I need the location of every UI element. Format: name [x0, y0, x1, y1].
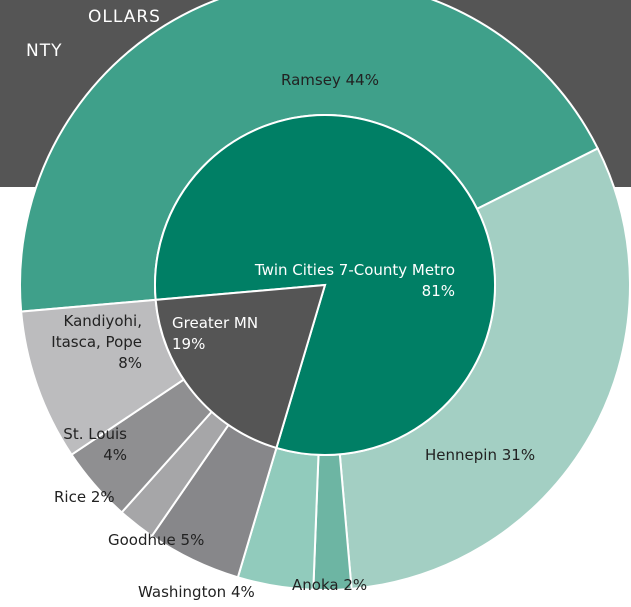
inner-segment	[154, 283, 327, 450]
segment-value: 8%	[118, 354, 142, 372]
segment-name: Goodhue	[108, 531, 176, 549]
segment-name: Ramsey	[281, 71, 341, 89]
segment-name: Anoka	[292, 576, 339, 594]
segment-value: 2%	[90, 488, 115, 506]
segment-name: Kandiyohi, Itasca, Pope	[51, 312, 142, 351]
segment-value: 5%	[180, 531, 205, 549]
segment-name: St. Louis	[63, 425, 127, 443]
segment-label: Twin Cities 7-County Metro 81%	[185, 260, 455, 302]
segment-label: Goodhue 5%	[108, 530, 248, 551]
segment-value: 4%	[230, 583, 255, 601]
header-text: OLLARS	[88, 7, 161, 27]
segment-name: Hennepin	[425, 446, 497, 464]
segment-label: Rice 2%	[54, 487, 154, 508]
segment-value: 44%	[345, 71, 379, 89]
segment-name: Twin Cities 7-County Metro	[254, 261, 455, 279]
header-text: NTY	[26, 41, 63, 61]
segment-name: Washington	[138, 583, 227, 601]
segment-label: St. Louis 4%	[27, 424, 127, 466]
segment-name: Greater MN	[172, 314, 259, 332]
segment-label: Kandiyohi, Itasca, Pope 8%	[32, 311, 142, 374]
segment-label: Washington 4%	[138, 582, 298, 603]
segment-value: 31%	[501, 446, 536, 464]
segment-label: Anoka 2%	[292, 575, 412, 596]
segment-value: 81%	[421, 282, 455, 300]
segment-label: Greater MN 19%	[172, 313, 302, 355]
segment-label: Hennepin 31%	[425, 445, 585, 466]
segment-value: 4%	[103, 446, 127, 464]
segment-name: Rice	[54, 488, 87, 506]
segment-value: 2%	[343, 576, 368, 594]
segment-value: 19%	[172, 335, 206, 353]
segment-label: Ramsey 44%	[230, 70, 430, 91]
